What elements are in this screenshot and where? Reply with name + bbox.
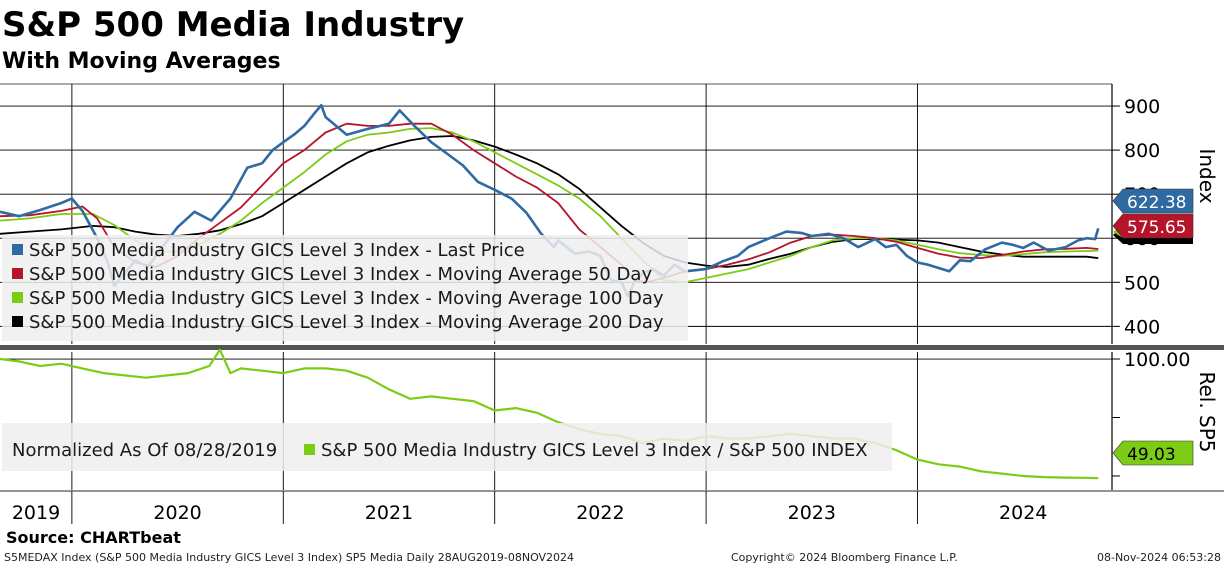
legend-label: S&P 500 Media Industry GICS Level 3 Inde… (29, 264, 652, 285)
legend-swatch (304, 444, 315, 455)
lower-y-ticks: 100.00 (1112, 349, 1190, 371)
chart-subtitle: With Moving Averages (2, 49, 281, 74)
legend-swatch (12, 244, 23, 255)
upper-y-tick-label: 800 (1124, 140, 1160, 162)
lower-panel (0, 352, 1224, 492)
upper-panel (0, 83, 1224, 350)
ma50-badge-text: 575.65 (1127, 218, 1186, 238)
source-note: Source: CHARTbeat (6, 528, 181, 547)
relative-badge-text: 49.03 (1127, 445, 1176, 465)
x-tick-label: 2019 (12, 502, 60, 524)
relative-line (0, 348, 1099, 480)
upper-y-tick-label: 900 (1124, 96, 1160, 118)
lower-legend-box (2, 423, 892, 471)
lower-y-axis-label: Rel. SP5 (1195, 371, 1219, 452)
footer-left: S5MEDAX Index (S&P 500 Media Industry GI… (4, 551, 574, 564)
ma200-line (0, 135, 1099, 268)
price-badge-text: 622.38 (1127, 193, 1186, 213)
x-tick-label: 2021 (365, 502, 413, 524)
x-axis-labels: 2019 2020 2021 2022 2023 2024 (12, 502, 1048, 524)
footer-right: 08-Nov-2024 06:53:28 (1097, 551, 1221, 564)
upper-y-tick-label: 500 (1124, 272, 1160, 294)
x-tick-label: 2022 (576, 502, 624, 524)
x-tick-label: 2020 (153, 502, 201, 524)
legend-swatch (12, 316, 23, 327)
lower-legend: Normalized As Of 08/28/2019 S&P 500 Media… (2, 423, 892, 471)
x-tick-label: 2024 (999, 502, 1047, 524)
upper-y-tick-label: 400 (1124, 316, 1160, 338)
last-value-badges: 622.38 575.65 49.03 (1112, 188, 1194, 466)
legend-label: S&P 500 Media Industry GICS Level 3 Inde… (29, 312, 664, 333)
price-badge-shape (1112, 188, 1194, 214)
relative-badge-shape (1112, 440, 1194, 466)
legend-swatch (12, 292, 23, 303)
lower-gridlines (0, 358, 1120, 477)
upper-y-axis-label: Index (1195, 148, 1219, 203)
legend-label: S&P 500 Media Industry GICS Level 3 Inde… (29, 288, 664, 309)
legend-swatch (12, 268, 23, 279)
ma50-badge-shape (1112, 213, 1194, 239)
x-tick-label: 2023 (788, 502, 836, 524)
upper-legend: S&P 500 Media Industry GICS Level 3 Inde… (2, 235, 688, 341)
lower-y-tick-label: 100.00 (1124, 349, 1190, 371)
legend-label: S&P 500 Media Industry GICS Level 3 Inde… (29, 240, 525, 261)
upper-legend-box (2, 235, 688, 341)
chart-title: S&P 500 Media Industry (2, 5, 464, 45)
footer-center: Copyright© 2024 Bloomberg Finance L.P. (731, 551, 958, 564)
lower-series-lines (0, 348, 1099, 480)
lower-legend-prefix: Normalized As Of 08/28/2019 (12, 440, 277, 461)
legend-label: S&P 500 Media Industry GICS Level 3 Inde… (321, 440, 868, 461)
panel-divider (0, 345, 1224, 350)
